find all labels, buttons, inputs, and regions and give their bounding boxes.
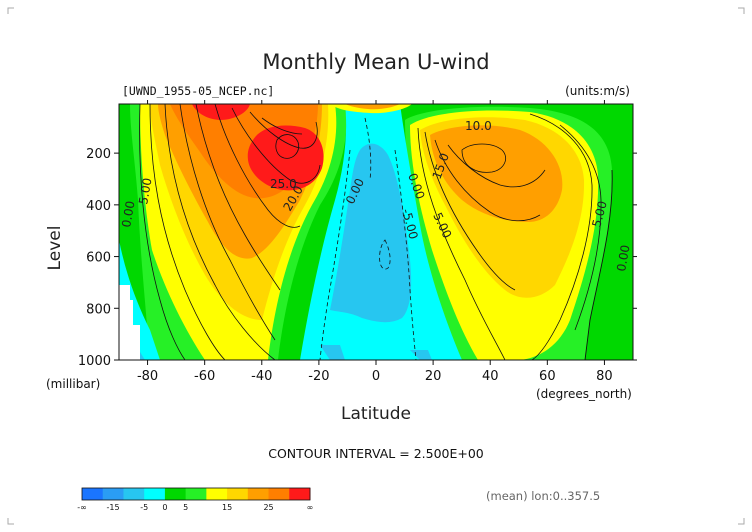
x-tick-label: -20 — [308, 369, 329, 384]
fill-blue-low — [320, 345, 432, 360]
colorbar-swatch — [268, 488, 290, 500]
y-tick-label: 1000 — [78, 354, 111, 369]
contour-north-2 — [424, 131, 516, 291]
colorbar: -∞ -15 -5 0 5 15 25 ∞ — [77, 487, 314, 512]
fill-top-equator-gold — [345, 104, 400, 110]
y-axis: 200 400 600 800 1000 — [78, 147, 637, 369]
x-tick-label: -60 — [194, 369, 215, 384]
x-tick-label: 60 — [539, 369, 556, 384]
units-label: (units:m/s) — [565, 84, 630, 98]
contour-south-outer-a — [149, 104, 226, 360]
colorbar-swatch — [102, 488, 124, 500]
y-tick-label: 400 — [86, 199, 111, 214]
contour-south-2 — [179, 104, 276, 341]
chart-title: Monthly Mean U-wind — [262, 50, 489, 74]
colorbar-tick-label: -15 — [107, 503, 120, 512]
x-tick-label: -40 — [251, 369, 272, 384]
contour-south-5 — [231, 107, 321, 184]
colorbar-swatch — [164, 488, 187, 500]
y-axis-title: Level — [45, 226, 65, 271]
x-tick-label: 40 — [482, 369, 499, 384]
contour-neg-1 — [319, 149, 351, 360]
dashed-contours — [319, 117, 417, 360]
contour-north-3 — [434, 139, 541, 222]
corner-marks — [7, 7, 745, 525]
contour-south-3 — [195, 104, 281, 291]
contour-south-7 — [261, 117, 303, 135]
colorbar-tick-label: 5 — [183, 503, 188, 512]
source-file-label: [UWND_1955-05_NCEP.nc] — [122, 84, 274, 98]
colorbar-tick-label: ∞ — [307, 503, 314, 512]
y-tick-label: 600 — [86, 251, 111, 266]
x-tick-label: -80 — [137, 369, 158, 384]
colorbar-tick-label: 25 — [263, 503, 273, 512]
y-tick-label: 800 — [86, 302, 111, 317]
y-axis-unit: (millibar) — [46, 377, 100, 391]
fill-south-top-red — [192, 104, 250, 120]
x-tick-label: 80 — [596, 369, 613, 384]
colorbar-swatch — [227, 488, 249, 500]
contour-plot — [119, 104, 633, 360]
contour-label-south-0: 0.00 — [119, 200, 137, 229]
contour-south-outer-b — [139, 104, 186, 360]
colorbar-swatch — [206, 488, 228, 500]
contour-label-north-0: 0.00 — [614, 244, 632, 273]
x-axis-unit: (degrees_north) — [536, 387, 632, 401]
contour-south-4 — [214, 104, 301, 228]
colorbar-tick-label: 15 — [222, 503, 232, 512]
fill-missing — [119, 285, 140, 360]
mean-longitude-note: (mean) lon:0..357.5 — [486, 489, 600, 503]
y-tick-label: 200 — [86, 147, 111, 162]
contour-south-6 — [249, 111, 318, 149]
x-tick-label: 20 — [425, 369, 442, 384]
contour-north-4 — [447, 144, 546, 188]
colorbar-tick-label: 0 — [162, 503, 167, 512]
colorbar-swatch — [82, 488, 104, 500]
fill-blue-mid — [330, 143, 412, 323]
contour-interval-label: CONTOUR INTERVAL = 2.500E+00 — [268, 446, 484, 461]
colorbar-frame — [81, 487, 311, 501]
colorbar-swatch — [247, 488, 270, 500]
x-tick-label: 0 — [372, 369, 380, 384]
contour-lines — [139, 104, 613, 360]
contour-label-north-5b: 5.00 — [589, 199, 609, 228]
colorbar-tick-label: -5 — [140, 503, 148, 512]
contour-north-outer — [529, 113, 593, 360]
contour-neg-3 — [379, 239, 391, 270]
contour-label-south-5: 5.00 — [136, 177, 154, 206]
contour-south-core — [275, 134, 300, 159]
contour-north-outer-b — [559, 124, 602, 331]
colorbar-swatch — [144, 488, 166, 500]
colorbar-swatch — [123, 488, 145, 500]
colorbar-swatch — [185, 488, 207, 500]
contour-north-1 — [417, 127, 506, 360]
x-axis-title: Latitude — [341, 404, 411, 424]
colorbar-tick-label: -∞ — [77, 503, 87, 512]
contour-zero-north — [584, 169, 613, 360]
contour-label-north-10: 10.0 — [465, 119, 492, 133]
x-axis: -80 -60 -40 -20 0 20 40 60 80 — [137, 100, 613, 384]
contour-north-core — [461, 143, 506, 173]
colorbar-swatch — [289, 488, 311, 500]
contour-label-south-25: 25.0 — [270, 177, 297, 191]
contour-south-1 — [164, 104, 276, 360]
contour-neg-2 — [394, 149, 417, 360]
contour-neg-4 — [364, 117, 372, 181]
